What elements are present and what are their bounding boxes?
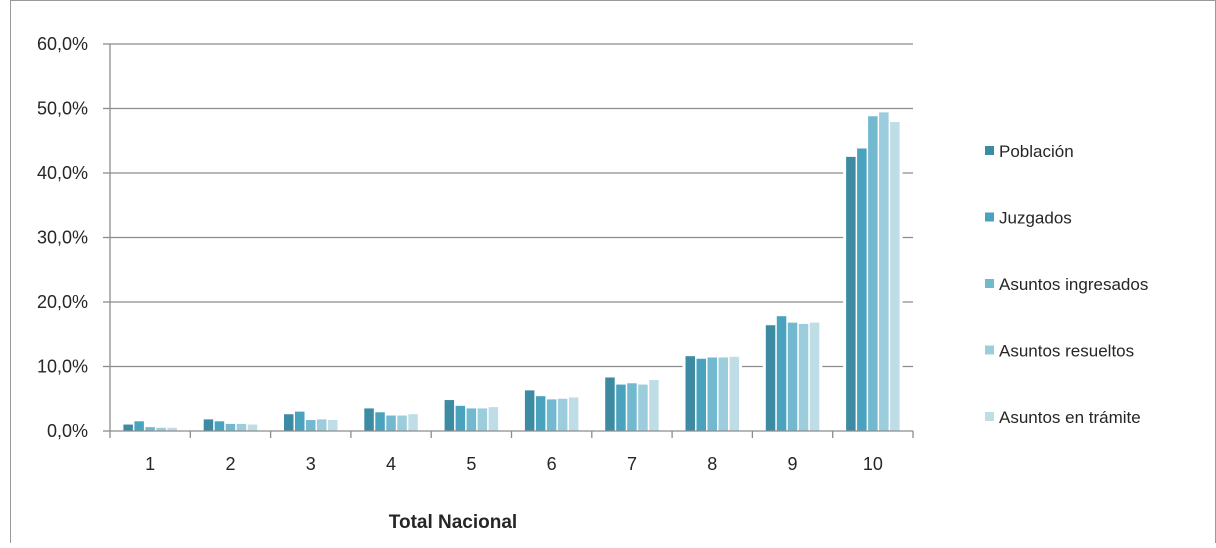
- bar: [328, 420, 338, 431]
- x-tick-label: 5: [466, 454, 476, 474]
- x-tick-label: 10: [863, 454, 883, 474]
- x-tick-label: 4: [386, 454, 396, 474]
- legend-label: Juzgados: [999, 209, 1072, 228]
- bar: [568, 397, 579, 431]
- bar: [605, 377, 615, 431]
- y-tick-label: 0,0%: [47, 421, 88, 441]
- legend-swatch: [985, 146, 994, 155]
- bar: [375, 412, 385, 431]
- y-tick-label: 10,0%: [37, 357, 88, 377]
- bar: [729, 356, 739, 431]
- bar: [134, 421, 144, 431]
- bar: [696, 358, 706, 431]
- y-axis-tick-labels: 0,0% 10,0% 20,0% 30,0% 40,0% 50,0% 60,0%: [37, 34, 88, 441]
- bar: [156, 427, 166, 431]
- bar: [557, 398, 568, 431]
- bar: [214, 421, 225, 431]
- bar: [685, 356, 695, 431]
- y-tick-label: 40,0%: [37, 163, 88, 183]
- bar: [868, 116, 878, 432]
- bar: [397, 415, 407, 431]
- legend-swatch: [985, 412, 994, 421]
- bar: [444, 400, 455, 431]
- bar: [306, 420, 316, 431]
- bar: [649, 380, 659, 431]
- bar: [488, 407, 499, 431]
- bar: [247, 424, 258, 431]
- bar: [477, 408, 488, 431]
- y-tick-label: 50,0%: [37, 99, 88, 119]
- x-axis-tick-labels: 1 2 3 4 5 6 7 8 9 10: [145, 454, 883, 474]
- bar: [408, 414, 418, 431]
- bar: [386, 415, 396, 431]
- y-tick-label: 30,0%: [37, 228, 88, 248]
- bar: [364, 408, 374, 431]
- legend-label: Asuntos ingresados: [999, 275, 1148, 294]
- x-tick-label: 9: [788, 454, 798, 474]
- x-axis-label: Total Nacional: [389, 512, 517, 533]
- legend: Población Juzgados Asuntos ingresados Asunt…: [985, 142, 1148, 427]
- axes: [103, 43, 914, 438]
- bar: [798, 323, 809, 431]
- y-tick-label: 20,0%: [37, 292, 88, 312]
- y-tick-label: 60,0%: [37, 34, 88, 54]
- bar: [236, 423, 247, 431]
- bar: [846, 156, 856, 431]
- bar: [776, 316, 787, 431]
- x-tick-label: 8: [707, 454, 717, 474]
- bar: [765, 325, 776, 431]
- bar: [787, 322, 798, 431]
- bar: [123, 424, 133, 431]
- bar: [466, 408, 477, 431]
- bar: [616, 384, 626, 431]
- bar: [167, 427, 177, 431]
- bar: [317, 419, 327, 431]
- bar: [546, 399, 557, 431]
- bar: [707, 357, 717, 431]
- legend-swatch: [985, 345, 994, 355]
- bars-group: [120, 110, 903, 432]
- bar: [284, 414, 294, 431]
- legend-label: Población: [999, 142, 1074, 161]
- bar: [203, 419, 214, 431]
- bar: [718, 357, 728, 431]
- x-tick-label: 7: [627, 454, 637, 474]
- bar: [638, 384, 648, 431]
- bar: [809, 322, 820, 431]
- chart-border: [10, 0, 1216, 548]
- bar: [535, 396, 546, 431]
- bar: [225, 423, 236, 431]
- bar: [857, 148, 867, 432]
- bar: [890, 122, 900, 432]
- bar-group-background: [120, 419, 180, 431]
- x-tick-label: 1: [145, 454, 155, 474]
- bar: [627, 383, 637, 431]
- bar: [145, 427, 155, 431]
- legend-label: Asuntos en trámite: [999, 408, 1141, 427]
- bar: [524, 390, 535, 431]
- bar: [455, 405, 466, 431]
- legend-label: Asuntos resueltos: [999, 342, 1134, 361]
- bar: [879, 112, 889, 432]
- bar: [295, 411, 305, 431]
- legend-swatch: [985, 212, 994, 222]
- legend-swatch: [985, 279, 994, 288]
- x-tick-label: 6: [547, 454, 557, 474]
- x-tick-label: 2: [225, 454, 235, 474]
- x-tick-label: 3: [306, 454, 316, 474]
